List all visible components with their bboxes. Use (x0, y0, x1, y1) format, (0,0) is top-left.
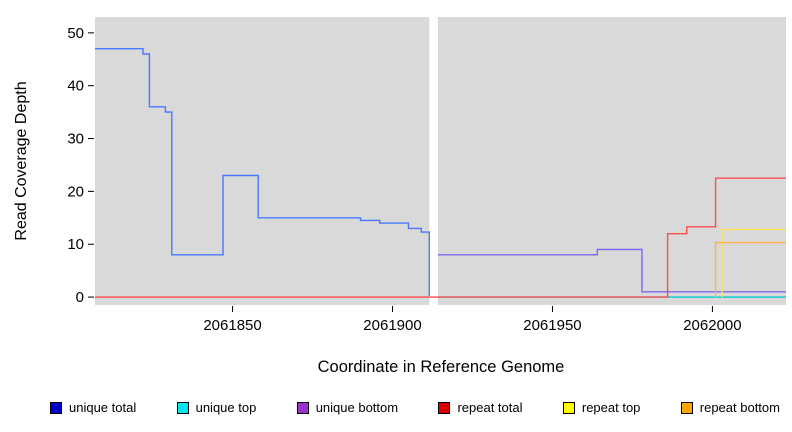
chart-legend: unique total unique top unique bottom repea… (0, 400, 792, 415)
coverage-gap-band (429, 17, 438, 305)
legend-swatch-unique-top (176, 401, 189, 414)
series-line-repeat-total (95, 177, 786, 298)
x-tick-label: 2061900 (363, 317, 421, 334)
legend-item-unique-total: unique total (50, 400, 136, 415)
legend-swatch-repeat-total (438, 401, 451, 414)
y-tick-label: 0 (76, 289, 84, 306)
legend-item-repeat-total: repeat total (438, 400, 523, 415)
legend-label-unique-total: unique total (69, 400, 137, 415)
chart-canvas: 2061850 2061900 2061950 2062000 0 10 20 30 40 50 (67, 17, 786, 334)
legend-label-unique-bottom: unique bottom (315, 400, 399, 415)
legend-swatch-unique-total (50, 401, 62, 414)
y-tick-label: 30 (67, 131, 84, 148)
coverage-chart: 2061850 2061900 2061950 2062000 0 10 20 30 40 50 (67, 17, 786, 334)
legend-swatch-repeat-bottom (680, 401, 693, 414)
y-tick-label: 10 (67, 236, 84, 253)
series-line-unique-total (95, 48, 430, 296)
legend-item-unique-bottom: unique bottom (296, 400, 399, 415)
legend-label-unique-top: unique top (195, 400, 257, 415)
legend-label-repeat-bottom: repeat bottom (699, 400, 780, 415)
y-tick-label: 40 (67, 78, 84, 95)
y-tick-label: 20 (67, 183, 84, 200)
x-tick-label: 2062000 (683, 317, 741, 334)
x-axis-label: Coordinate in Reference Genome (317, 358, 565, 376)
legend-swatch-unique-bottom (296, 401, 309, 414)
legend-item-repeat-bottom: repeat bottom (680, 400, 780, 415)
plot-background (95, 17, 786, 305)
legend-item-repeat-top: repeat top (562, 400, 641, 415)
y-axis-label: Read Coverage Depth (13, 81, 30, 241)
legend-item-unique-top: unique top (176, 400, 257, 415)
y-tick-label: 50 (67, 25, 84, 42)
legend-label-repeat-total: repeat total (457, 400, 523, 415)
series-line-unique-bottom (437, 248, 786, 293)
x-tick-label: 2061850 (203, 317, 261, 334)
series-line-repeat-top (721, 228, 786, 298)
series-line-repeat-bottom (714, 241, 786, 298)
x-tick-label: 2061950 (523, 317, 581, 334)
legend-label-repeat-top: repeat top (581, 400, 641, 415)
legend-swatch-repeat-top (562, 401, 575, 414)
